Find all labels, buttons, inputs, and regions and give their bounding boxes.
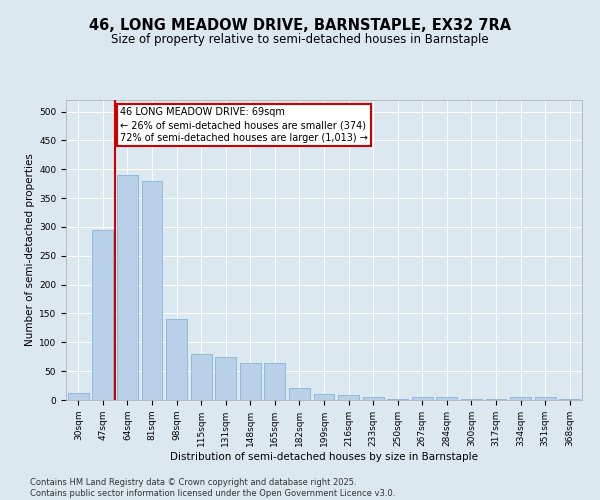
Bar [314,394,334,400]
Bar [68,393,89,400]
Bar [215,356,236,400]
Bar [412,396,433,400]
Text: Contains HM Land Registry data © Crown copyright and database right 2025.
Contai: Contains HM Land Registry data © Crown c… [30,478,395,498]
X-axis label: Distribution of semi-detached houses by size in Barnstaple: Distribution of semi-detached houses by … [170,452,478,462]
Text: Size of property relative to semi-detached houses in Barnstaple: Size of property relative to semi-detach… [111,32,489,46]
Bar [510,397,531,400]
Bar [265,362,286,400]
Bar [559,399,580,400]
Text: 46 LONG MEADOW DRIVE: 69sqm
← 26% of semi-detached houses are smaller (374)
72% : 46 LONG MEADOW DRIVE: 69sqm ← 26% of sem… [120,107,368,144]
Bar [240,362,261,400]
Bar [92,230,113,400]
Bar [362,397,383,400]
Bar [191,354,212,400]
Text: 46, LONG MEADOW DRIVE, BARNSTAPLE, EX32 7RA: 46, LONG MEADOW DRIVE, BARNSTAPLE, EX32 … [89,18,511,32]
Bar [436,396,457,400]
Bar [338,395,359,400]
Bar [289,388,310,400]
Y-axis label: Number of semi-detached properties: Number of semi-detached properties [25,154,35,346]
Bar [166,319,187,400]
Bar [461,399,482,400]
Bar [142,181,163,400]
Bar [117,175,138,400]
Bar [535,397,556,400]
Bar [387,399,408,400]
